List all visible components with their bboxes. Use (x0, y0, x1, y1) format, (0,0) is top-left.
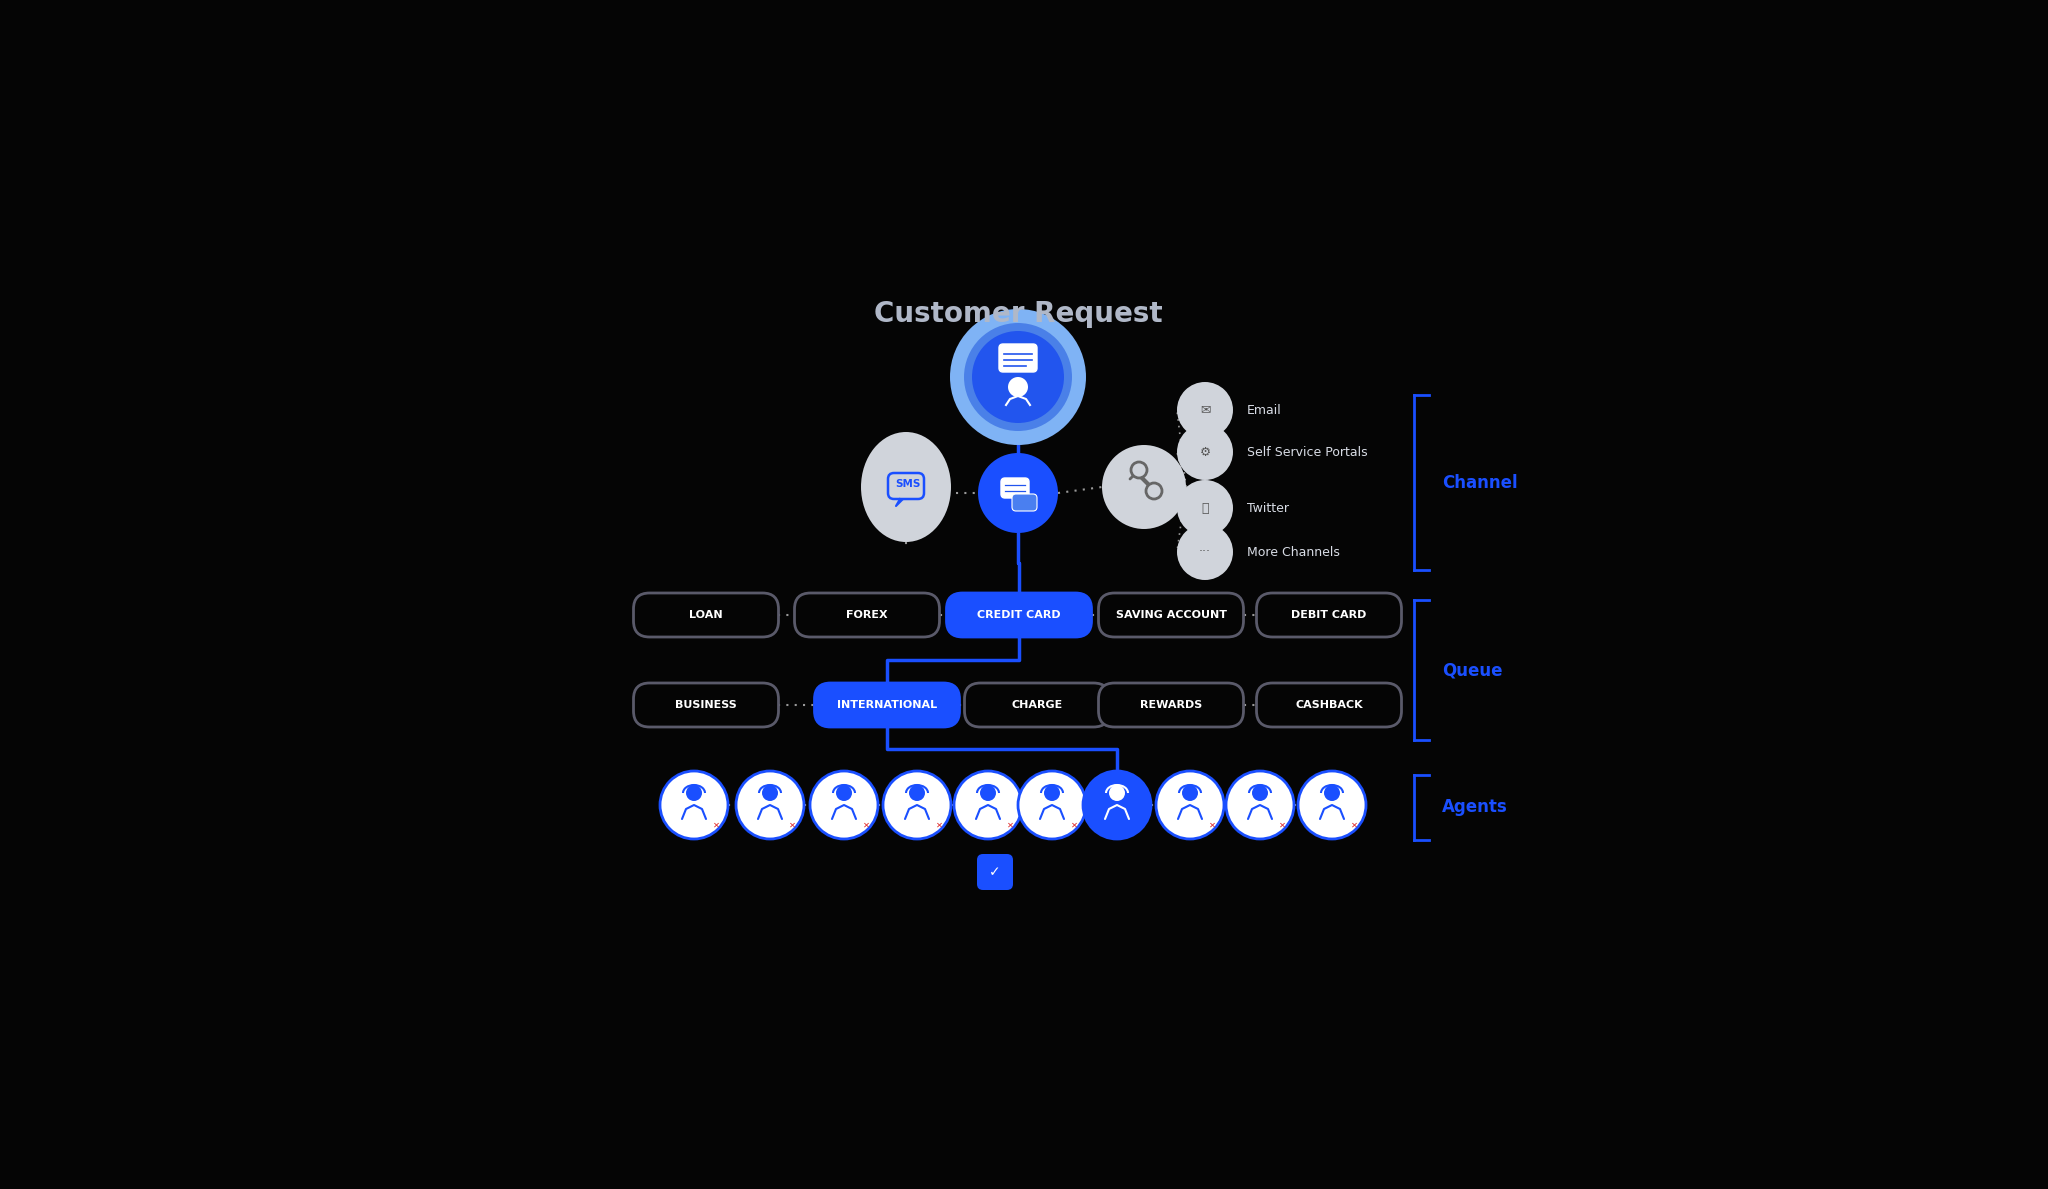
Text: ✕: ✕ (1071, 820, 1077, 830)
Text: ✕: ✕ (936, 820, 942, 830)
Circle shape (811, 770, 879, 839)
Circle shape (1008, 377, 1028, 397)
Circle shape (1323, 785, 1339, 801)
Circle shape (1083, 770, 1151, 839)
Circle shape (1130, 463, 1147, 478)
Circle shape (1178, 524, 1233, 580)
Text: SAVING ACCOUNT: SAVING ACCOUNT (1116, 610, 1227, 619)
Circle shape (950, 309, 1085, 445)
Circle shape (1147, 483, 1161, 499)
FancyBboxPatch shape (965, 682, 1110, 726)
FancyBboxPatch shape (1098, 682, 1243, 726)
Text: 🐦: 🐦 (1202, 502, 1208, 515)
Circle shape (762, 785, 778, 801)
Text: CREDIT CARD: CREDIT CARD (977, 610, 1061, 619)
Text: DEBIT CARD: DEBIT CARD (1292, 610, 1366, 619)
Text: ✕: ✕ (862, 820, 870, 830)
Text: ⚙: ⚙ (1200, 446, 1210, 459)
Text: INTERNATIONAL: INTERNATIONAL (838, 700, 938, 710)
Circle shape (1298, 770, 1366, 839)
Text: ✕: ✕ (1006, 820, 1014, 830)
Circle shape (1178, 424, 1233, 480)
Text: CHARGE: CHARGE (1012, 700, 1063, 710)
FancyBboxPatch shape (633, 682, 778, 726)
Text: SMS: SMS (895, 479, 922, 489)
Circle shape (1227, 770, 1294, 839)
FancyBboxPatch shape (1257, 593, 1401, 637)
FancyBboxPatch shape (1257, 682, 1401, 726)
Circle shape (1110, 785, 1124, 801)
Circle shape (836, 785, 852, 801)
Text: Self Service Portals: Self Service Portals (1247, 446, 1368, 459)
Text: Twitter: Twitter (1247, 502, 1288, 515)
FancyBboxPatch shape (1001, 478, 1028, 498)
Circle shape (1178, 382, 1233, 438)
Text: Channel: Channel (1442, 473, 1518, 491)
Text: LOAN: LOAN (690, 610, 723, 619)
Circle shape (909, 785, 926, 801)
Text: ✕: ✕ (1278, 820, 1286, 830)
Text: CASHBACK: CASHBACK (1294, 700, 1362, 710)
FancyBboxPatch shape (815, 682, 961, 726)
FancyBboxPatch shape (1012, 493, 1036, 511)
FancyBboxPatch shape (889, 473, 924, 499)
Text: ✕: ✕ (788, 820, 795, 830)
Text: Agents: Agents (1442, 799, 1507, 817)
Circle shape (1178, 480, 1233, 536)
FancyBboxPatch shape (795, 593, 940, 637)
FancyBboxPatch shape (1098, 593, 1243, 637)
FancyBboxPatch shape (633, 593, 778, 637)
Text: ···: ··· (1198, 546, 1210, 559)
Circle shape (954, 770, 1022, 839)
Circle shape (965, 323, 1071, 430)
Text: REWARDS: REWARDS (1141, 700, 1202, 710)
Circle shape (686, 785, 702, 801)
Text: More Channels: More Channels (1247, 546, 1339, 559)
Circle shape (1155, 770, 1225, 839)
Circle shape (979, 453, 1059, 533)
Circle shape (1018, 770, 1085, 839)
Text: ✓: ✓ (989, 866, 1001, 879)
Text: ✕: ✕ (1208, 820, 1217, 830)
Circle shape (1102, 445, 1186, 529)
Circle shape (1044, 785, 1061, 801)
Text: Customer Request: Customer Request (874, 300, 1163, 328)
Text: Email: Email (1247, 403, 1282, 416)
Text: ✉: ✉ (1200, 403, 1210, 416)
Circle shape (973, 331, 1065, 423)
Text: ✕: ✕ (713, 820, 719, 830)
Circle shape (1182, 785, 1198, 801)
Text: ✕: ✕ (1350, 820, 1358, 830)
Circle shape (735, 770, 805, 839)
FancyBboxPatch shape (999, 344, 1036, 372)
Circle shape (981, 785, 995, 801)
Circle shape (1251, 785, 1268, 801)
Text: FOREX: FOREX (846, 610, 889, 619)
Circle shape (659, 770, 727, 839)
Circle shape (883, 770, 950, 839)
Text: BUSINESS: BUSINESS (676, 700, 737, 710)
Text: Queue: Queue (1442, 661, 1503, 679)
FancyBboxPatch shape (977, 854, 1014, 891)
Ellipse shape (860, 432, 950, 542)
FancyBboxPatch shape (946, 593, 1092, 637)
